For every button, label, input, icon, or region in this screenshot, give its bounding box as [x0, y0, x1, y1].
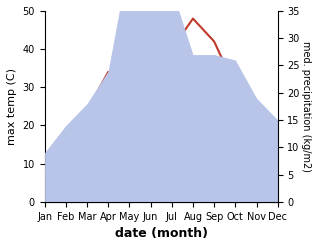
Y-axis label: med. precipitation (kg/m2): med. precipitation (kg/m2)	[301, 41, 311, 172]
Y-axis label: max temp (C): max temp (C)	[7, 68, 17, 145]
X-axis label: date (month): date (month)	[115, 227, 208, 240]
